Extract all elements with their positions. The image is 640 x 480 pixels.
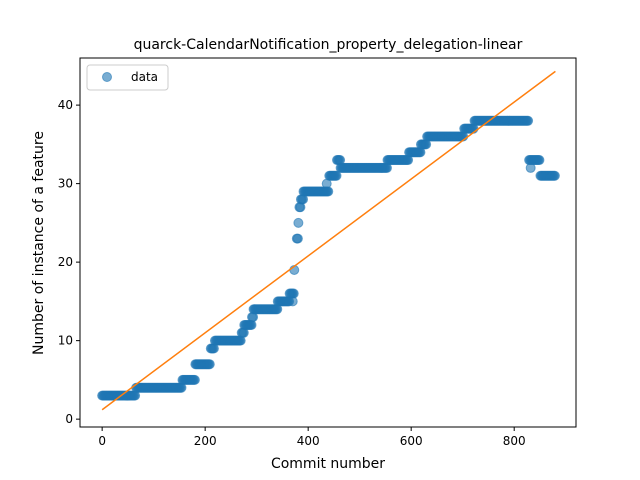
chart-title: quarck-CalendarNotification_property_del… — [134, 37, 523, 53]
y-tick-label: 0 — [65, 412, 73, 426]
x-axis: 0 200 400 600 800 — [98, 427, 526, 448]
x-axis-label: Commit number — [271, 456, 385, 472]
plot-area — [97, 70, 560, 411]
data-point — [189, 374, 200, 385]
data-point — [293, 217, 304, 228]
legend-label-data: data — [131, 70, 158, 84]
y-axis: 0 10 20 30 40 — [58, 98, 80, 426]
data-point — [523, 115, 534, 126]
plot-frame — [79, 57, 577, 428]
fit-line — [101, 70, 556, 411]
data-point — [525, 162, 536, 173]
legend-box — [86, 64, 169, 91]
x-tick-label: 800 — [503, 434, 526, 448]
y-tick-label: 40 — [58, 98, 73, 112]
x-tick-label: 0 — [98, 434, 106, 448]
data-point — [549, 170, 560, 181]
data-point — [534, 155, 545, 166]
data-point — [204, 359, 215, 370]
data-point — [331, 170, 342, 181]
x-tick-label: 200 — [194, 434, 217, 448]
y-tick-label: 20 — [58, 255, 73, 269]
data-point — [287, 296, 298, 307]
y-tick-label: 30 — [58, 177, 73, 191]
x-tick-label: 400 — [297, 434, 320, 448]
data-point — [292, 233, 303, 244]
y-axis-label: Number of instance of a feature — [31, 131, 47, 355]
y-tick-label: 10 — [58, 334, 73, 348]
legend: data — [86, 64, 169, 91]
legend-marker-data — [102, 72, 112, 82]
data-point — [321, 178, 332, 189]
x-tick-label: 600 — [400, 434, 423, 448]
